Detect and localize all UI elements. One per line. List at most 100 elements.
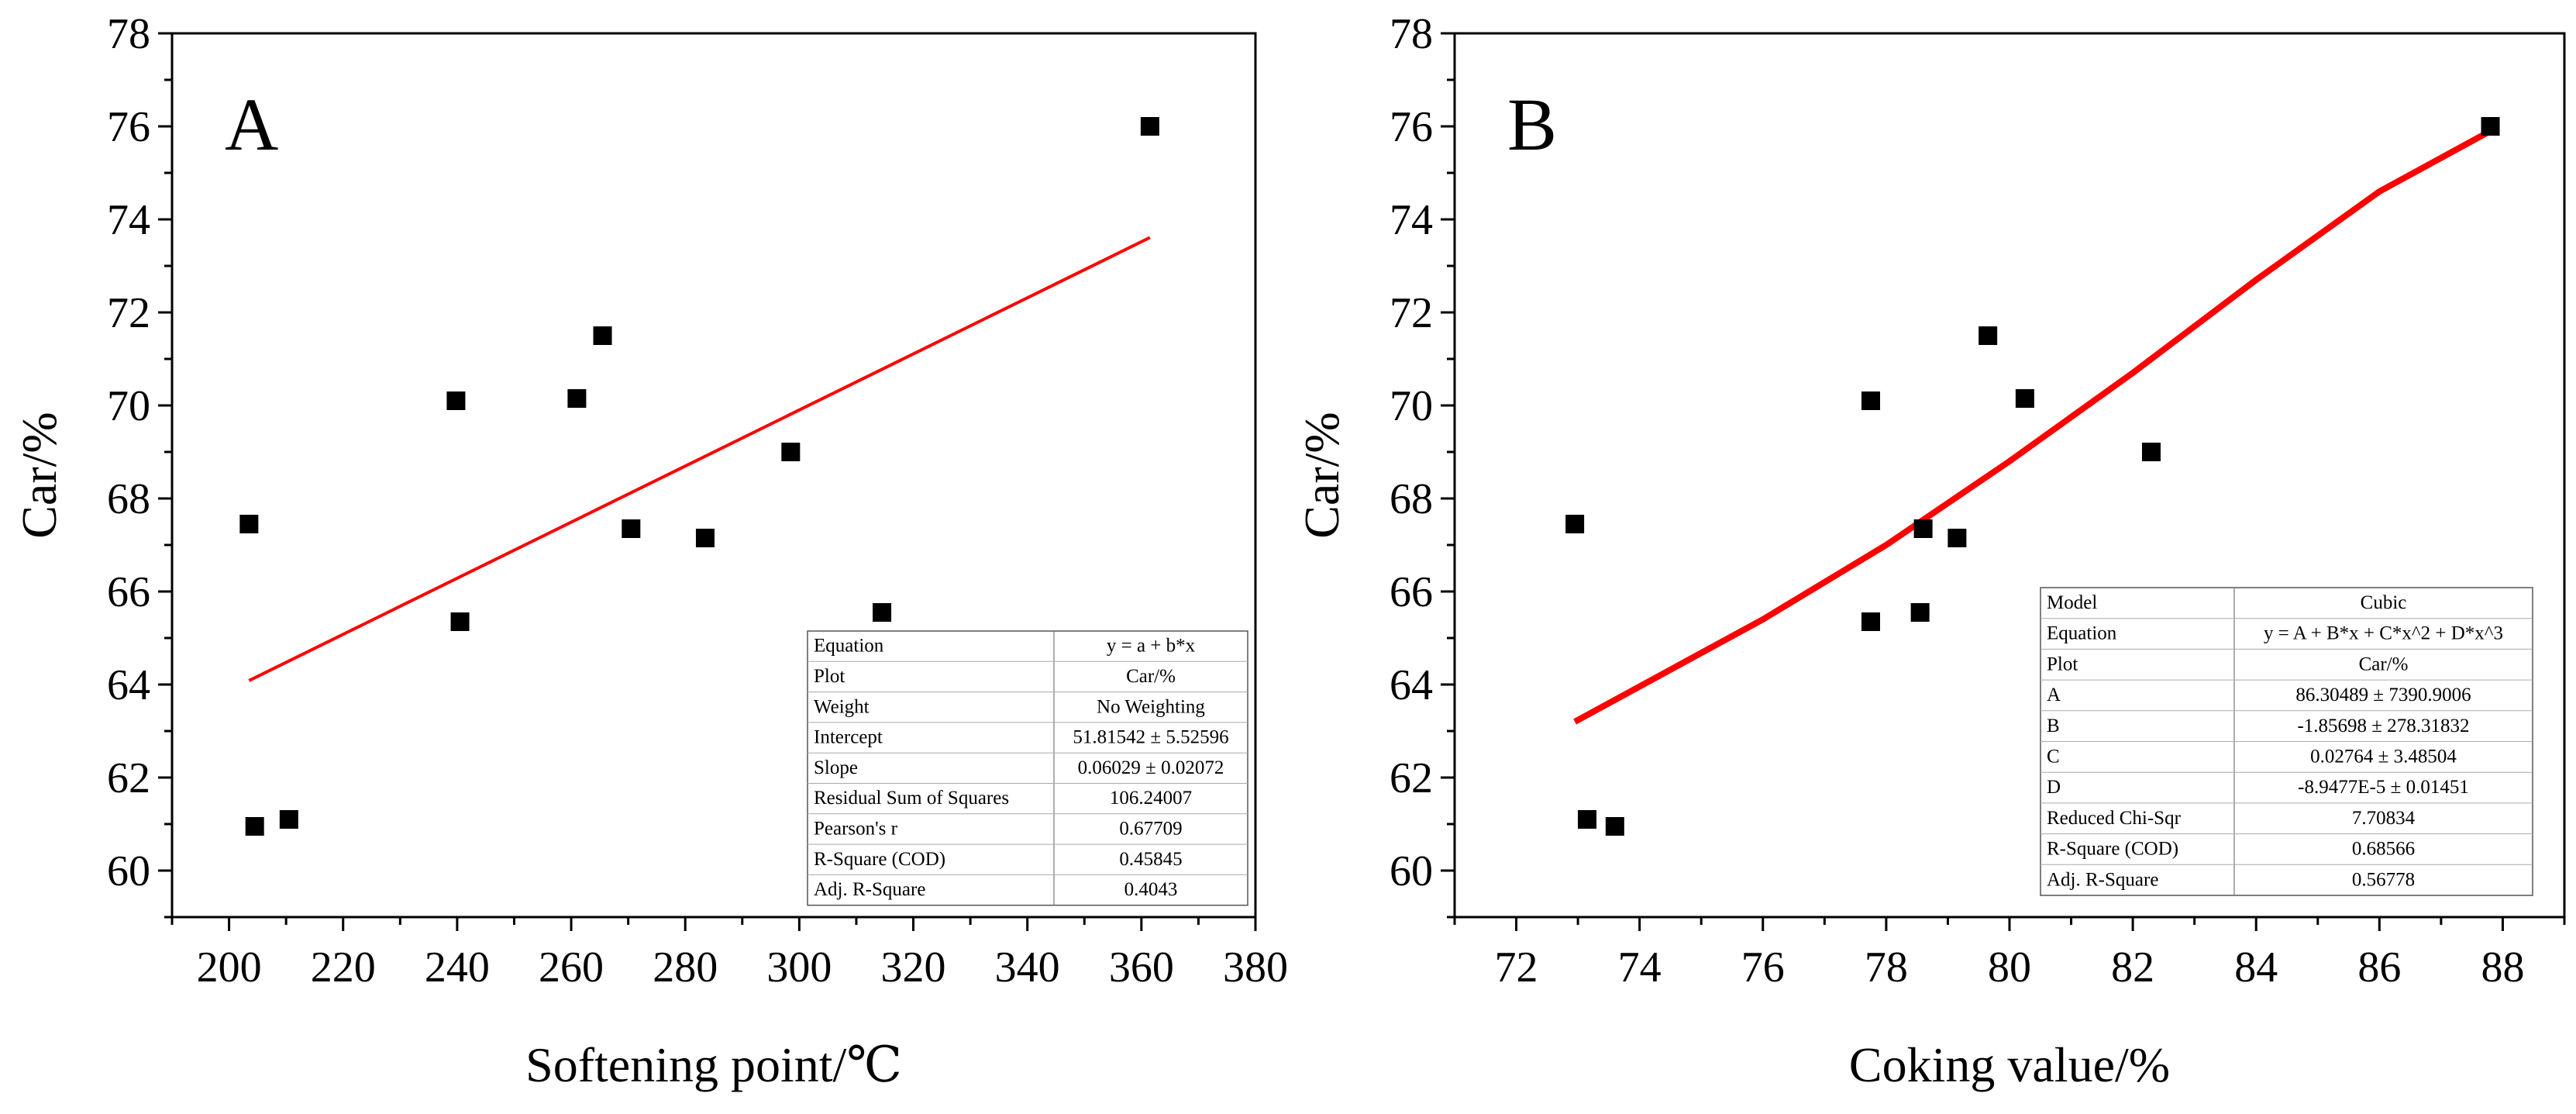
y-tick-label: 74 xyxy=(1390,196,1433,244)
y-tick-label: 62 xyxy=(107,754,150,802)
y-tick-label: 68 xyxy=(107,475,150,523)
y-tick-label: 70 xyxy=(1390,382,1433,430)
x-tick-label: 280 xyxy=(653,943,718,992)
fit-curve xyxy=(1573,128,2492,725)
stats-table-label: Plot xyxy=(2047,654,2078,674)
x-tick-label: 80 xyxy=(1988,943,2031,992)
y-axis-title: Car/% xyxy=(12,412,67,539)
stats-table-label: B xyxy=(2047,716,2060,736)
data-point xyxy=(245,817,264,836)
stats-table-value: -1.85698 ± 278.31832 xyxy=(2297,716,2469,736)
panel-b: 72 74 76 78 80 82 84 86 88 60 62 64 66 68 70 72 74 76 78 Co… xyxy=(1294,10,2566,1092)
panel-a: 200 220 240 260 280 300 320 340 360 380 60 62 64 66 68… xyxy=(12,10,1288,1092)
data-point xyxy=(1861,612,1880,631)
stats-table-label: Residual Sum of Squares xyxy=(814,788,1009,809)
stats-table-value: 0.06029 ± 0.02072 xyxy=(1078,757,1224,778)
y-tick-label: 68 xyxy=(1390,475,1433,523)
stats-table-value: 0.56778 xyxy=(2352,869,2415,890)
y-tick-label: 70 xyxy=(107,382,150,430)
y-tick-label: 66 xyxy=(1390,568,1433,616)
data-point xyxy=(2015,389,2034,408)
x-tick-label: 88 xyxy=(2481,943,2524,992)
stats-table: Equation y = a + b*x Plot Car/% Weight No Wei… xyxy=(807,630,1248,906)
data-point xyxy=(450,612,470,631)
data-point xyxy=(1861,391,1880,410)
data-point xyxy=(1913,519,1933,538)
stats-table-label: Adj. R-Square xyxy=(814,879,925,900)
stats-table-label: Equation xyxy=(2047,623,2117,644)
y-axis-title: Car/% xyxy=(1294,412,1349,539)
y-tick-label: 60 xyxy=(1390,847,1433,895)
data-point xyxy=(1910,603,1930,622)
stats-table-value: y = A + B*x + C*x^2 + D*x^3 xyxy=(2264,623,2503,644)
y-tick-label: 64 xyxy=(1390,661,1433,709)
stats-table-label: Weight xyxy=(814,696,870,717)
data-point xyxy=(1978,326,1998,345)
fit-line xyxy=(248,236,1151,682)
data-point xyxy=(2481,117,2500,136)
data-point xyxy=(446,391,466,410)
data-point xyxy=(593,326,612,345)
stats-table-value: Car/% xyxy=(2359,654,2409,674)
data-point xyxy=(622,519,641,538)
y-tick-label: 78 xyxy=(1390,10,1433,58)
stats-table-value: 106.24007 xyxy=(1110,788,1192,809)
data-point xyxy=(279,810,298,829)
stats-table-value: 7.70834 xyxy=(2352,808,2416,829)
data-point xyxy=(873,603,892,622)
x-tick-label: 380 xyxy=(1223,943,1288,992)
data-point xyxy=(2141,443,2161,461)
stats-table-value: 0.67709 xyxy=(1119,819,1182,840)
stats-table-label: Intercept xyxy=(814,727,883,748)
y-tick-label: 60 xyxy=(107,847,150,895)
stats-table-label: Plot xyxy=(814,666,845,687)
stats-table-value: 51.81542 ± 5.52596 xyxy=(1073,727,1228,748)
stats-table-label: Equation xyxy=(814,636,884,657)
stats-table-label: Reduced Chi-Sqr xyxy=(2047,808,2182,829)
y-tick-label: 76 xyxy=(1390,103,1433,151)
data-point xyxy=(781,443,801,461)
x-tick-label: 82 xyxy=(2111,943,2154,992)
x-tick-label: 340 xyxy=(995,943,1060,992)
x-axis-title: Coking value/% xyxy=(1849,1037,2170,1092)
data-point xyxy=(567,389,587,408)
x-tick-label: 300 xyxy=(766,943,832,992)
y-tick-label: 78 xyxy=(107,10,150,58)
stats-table-label: Slope xyxy=(814,757,858,778)
x-tick-label: 260 xyxy=(539,943,604,992)
y-tick-label: 72 xyxy=(107,289,150,337)
stats-table-value: 0.02764 ± 3.48504 xyxy=(2310,746,2457,767)
data-point xyxy=(239,515,259,533)
y-tick-label: 62 xyxy=(1390,754,1433,802)
plot-frame xyxy=(170,32,1257,919)
x-tick-label: 84 xyxy=(2234,943,2278,992)
stats-table-label: Model xyxy=(2047,592,2097,613)
stats-table-label: R-Square (COD) xyxy=(2047,839,2178,860)
stats-table-value: Cubic xyxy=(2361,592,2407,613)
stats-table-value: 0.68566 xyxy=(2352,839,2415,860)
data-point xyxy=(1578,810,1597,829)
x-axis-title: Softening point/℃ xyxy=(525,1037,902,1092)
stats-table-value: 0.4043 xyxy=(1124,879,1178,900)
stats-table-frame xyxy=(807,630,1248,906)
y-tick-label: 64 xyxy=(107,661,150,709)
y-tick-label: 76 xyxy=(107,103,150,151)
stats-table-label: R-Square (COD) xyxy=(814,849,945,870)
x-tick-label: 240 xyxy=(425,943,490,992)
x-tick-label: 72 xyxy=(1495,943,1538,992)
panel-letter: A xyxy=(225,83,278,166)
x-tick-label: 320 xyxy=(881,943,946,992)
data-point xyxy=(695,529,715,547)
stats-table-value: Car/% xyxy=(1126,666,1176,687)
y-tick-label: 72 xyxy=(1390,289,1433,337)
data-point xyxy=(1140,117,1159,136)
x-tick-label: 76 xyxy=(1741,943,1785,992)
stats-table-label: C xyxy=(2047,746,2060,767)
data-point xyxy=(1947,529,1967,547)
y-tick-label: 74 xyxy=(107,196,150,244)
x-tick-label: 220 xyxy=(311,943,376,992)
x-tick-label: 360 xyxy=(1109,943,1174,992)
stats-table-value: -8.9477E-5 ± 0.01451 xyxy=(2298,777,2469,798)
y-tick-label: 66 xyxy=(107,568,150,616)
